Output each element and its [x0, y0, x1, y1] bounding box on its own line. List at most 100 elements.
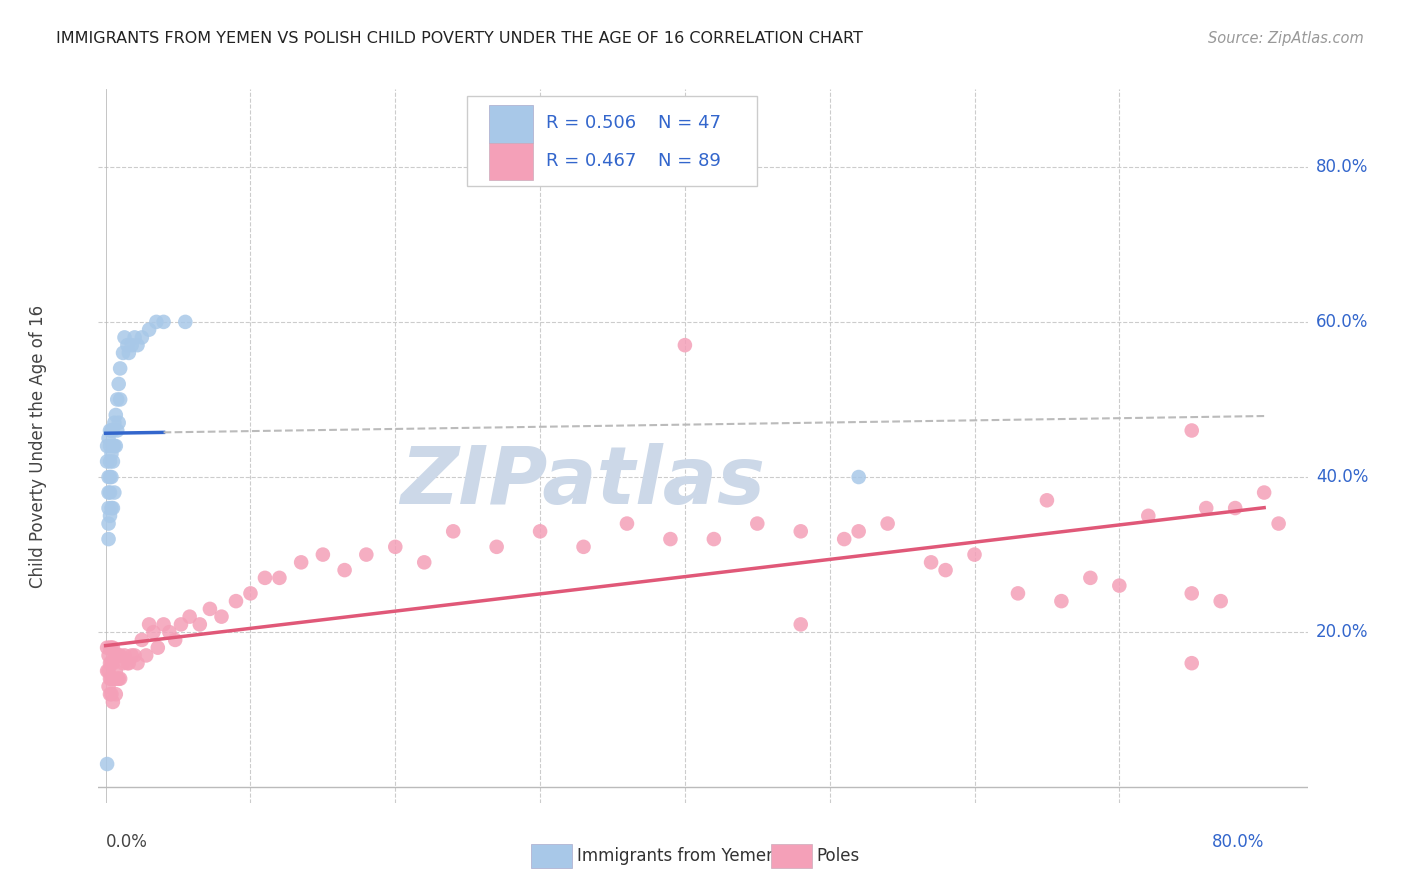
Point [673, 338, 696, 352]
Point [96, 757, 118, 772]
Point [98, 508, 121, 523]
Point [98, 672, 121, 686]
Point [101, 695, 124, 709]
Point [96, 640, 118, 655]
Point [101, 501, 124, 516]
Point [441, 524, 464, 539]
Point [1050, 594, 1073, 608]
Point [97, 516, 120, 531]
Point [848, 524, 870, 539]
Point [198, 602, 221, 616]
Point [112, 656, 135, 670]
FancyBboxPatch shape [489, 143, 533, 180]
Point [118, 346, 141, 360]
Point [108, 361, 131, 376]
Point [97, 680, 120, 694]
Point [112, 346, 135, 360]
Text: ZIPatlas: ZIPatlas [399, 442, 765, 521]
Point [659, 532, 682, 546]
Point [100, 687, 122, 701]
Point [104, 648, 127, 663]
Text: Poles: Poles [817, 847, 860, 865]
Point [127, 656, 149, 670]
Point [101, 640, 124, 655]
Point [963, 548, 986, 562]
Point [333, 563, 356, 577]
Point [138, 617, 160, 632]
Point [188, 617, 211, 632]
Text: N = 89: N = 89 [658, 152, 721, 169]
Point [170, 617, 193, 632]
Point [790, 617, 813, 632]
Point [179, 609, 201, 624]
Point [96, 439, 118, 453]
Point [118, 656, 141, 670]
Text: R = 0.467: R = 0.467 [546, 152, 636, 169]
FancyBboxPatch shape [489, 105, 533, 143]
Text: 80.0%: 80.0% [1212, 833, 1264, 851]
Text: Child Poverty Under the Age of 16: Child Poverty Under the Age of 16 [30, 304, 46, 588]
Text: Immigrants from Yemen: Immigrants from Yemen [578, 847, 778, 865]
Point [413, 555, 436, 569]
Point [703, 532, 725, 546]
Text: 40.0%: 40.0% [1316, 468, 1368, 486]
Point [1007, 586, 1029, 600]
Point [100, 424, 122, 438]
Point [290, 555, 312, 569]
Point [103, 672, 125, 686]
Point [239, 586, 262, 600]
Point [790, 524, 813, 539]
Point [935, 563, 957, 577]
Point [101, 656, 124, 670]
Point [747, 516, 769, 531]
Point [98, 687, 121, 701]
Text: 0.0%: 0.0% [105, 833, 148, 851]
Point [103, 439, 125, 453]
Point [1225, 501, 1247, 516]
Point [98, 470, 121, 484]
Point [98, 656, 121, 670]
Text: 60.0%: 60.0% [1316, 313, 1368, 331]
Point [96, 664, 118, 678]
Point [876, 516, 898, 531]
Point [104, 439, 127, 453]
FancyBboxPatch shape [531, 844, 572, 869]
Point [105, 392, 128, 407]
Point [1181, 424, 1204, 438]
Point [131, 330, 153, 344]
Point [1267, 516, 1289, 531]
Point [107, 672, 129, 686]
Point [100, 501, 122, 516]
Point [124, 648, 146, 663]
Point [107, 376, 129, 391]
Point [572, 540, 595, 554]
Point [124, 330, 146, 344]
Point [157, 625, 180, 640]
Text: 20.0%: 20.0% [1316, 624, 1368, 641]
Point [100, 672, 122, 686]
Point [117, 656, 139, 670]
Point [920, 555, 942, 569]
Point [152, 617, 174, 632]
Point [253, 571, 276, 585]
Point [108, 648, 131, 663]
Point [103, 416, 125, 430]
Point [1080, 571, 1102, 585]
Point [356, 548, 378, 562]
FancyBboxPatch shape [770, 844, 811, 869]
Point [135, 648, 157, 663]
Point [211, 609, 233, 624]
Point [269, 571, 291, 585]
Point [103, 648, 125, 663]
Point [174, 315, 197, 329]
Point [1108, 579, 1130, 593]
Point [108, 392, 131, 407]
Point [1181, 586, 1204, 600]
Point [98, 485, 121, 500]
Point [146, 640, 169, 655]
Point [114, 648, 136, 663]
Text: Source: ZipAtlas.com: Source: ZipAtlas.com [1208, 31, 1364, 46]
Point [104, 664, 127, 678]
Point [117, 338, 139, 352]
Point [98, 424, 121, 438]
